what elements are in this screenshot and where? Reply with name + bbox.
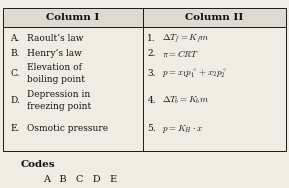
Text: Codes: Codes bbox=[20, 160, 55, 169]
Text: A   B   C   D   E: A B C D E bbox=[43, 175, 117, 184]
Text: $p = x_1 p_1^\circ + x_2 p_2^\circ$: $p = x_1 p_1^\circ + x_2 p_2^\circ$ bbox=[162, 67, 227, 80]
Text: $p = K_H \cdot x$: $p = K_H \cdot x$ bbox=[162, 123, 203, 135]
Text: $\Delta T_b = K_b m$: $\Delta T_b = K_b m$ bbox=[162, 95, 209, 106]
Text: freezing point: freezing point bbox=[27, 102, 92, 111]
Text: 5.: 5. bbox=[147, 124, 156, 133]
Text: C.: C. bbox=[10, 69, 19, 78]
Text: B.: B. bbox=[10, 49, 20, 58]
Text: $\pi = CRT$: $\pi = CRT$ bbox=[162, 48, 199, 59]
Text: Column I: Column I bbox=[46, 13, 100, 22]
Text: 3.: 3. bbox=[147, 69, 156, 78]
Text: $\Delta T_f = K_f m$: $\Delta T_f = K_f m$ bbox=[162, 33, 210, 45]
Bar bbox=[3, 8, 286, 27]
Text: Depression in: Depression in bbox=[27, 90, 91, 99]
Text: A.: A. bbox=[10, 34, 19, 43]
Text: Column II: Column II bbox=[186, 13, 244, 22]
Text: 1.: 1. bbox=[147, 34, 156, 43]
Text: E.: E. bbox=[10, 124, 20, 133]
Text: 4.: 4. bbox=[147, 96, 156, 105]
Text: Elevation of: Elevation of bbox=[27, 63, 82, 72]
Bar bbox=[3, 8, 286, 151]
Text: Henry’s law: Henry’s law bbox=[27, 49, 82, 58]
Text: boiling point: boiling point bbox=[27, 75, 86, 84]
Text: 2.: 2. bbox=[147, 49, 156, 58]
Text: Raoult’s law: Raoult’s law bbox=[27, 34, 84, 43]
Text: Osmotic pressure: Osmotic pressure bbox=[27, 124, 109, 133]
Text: D.: D. bbox=[10, 96, 20, 105]
